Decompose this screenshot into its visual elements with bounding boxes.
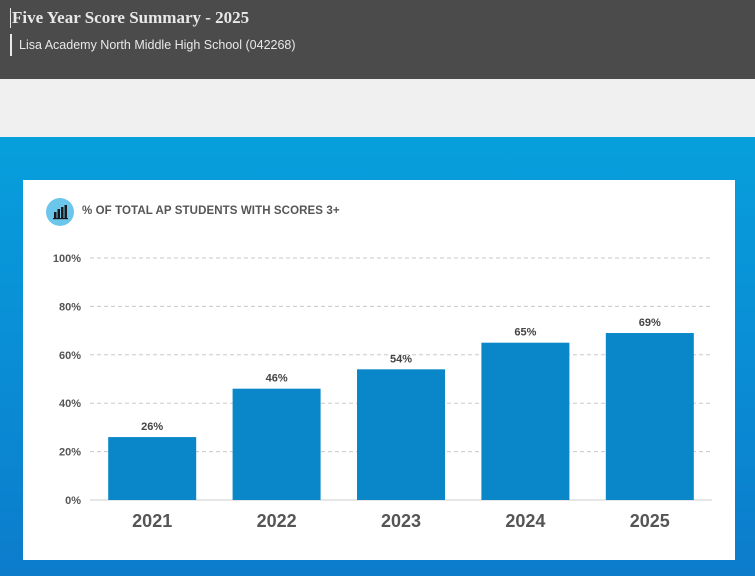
x-category-label-2025: 2025 [630, 511, 670, 531]
x-category-label-2022: 2022 [257, 511, 297, 531]
page-title: Five Year Score Summary - 2025 [10, 8, 250, 28]
page-header: Five Year Score Summary - 2025 Lisa Acad… [0, 0, 755, 79]
data-label-2021: 26% [141, 421, 163, 433]
y-tick-label: 80% [59, 301, 81, 313]
data-label-2024: 65% [514, 327, 536, 339]
bar-2025[interactable] [605, 333, 694, 500]
x-category-label-2021: 2021 [132, 511, 172, 531]
y-tick-label: 40% [59, 398, 81, 410]
x-category-label-2023: 2023 [381, 511, 421, 531]
data-label-2025: 69% [639, 317, 661, 329]
chart-title: % OF TOTAL AP STUDENTS WITH SCORES 3+ [82, 205, 340, 217]
data-label-2022: 46% [266, 373, 288, 385]
school-subtitle: Lisa Academy North Middle High School (0… [10, 34, 296, 56]
chart-card: % OF TOTAL AP STUDENTS WITH SCORES 3+ 0%… [23, 180, 735, 560]
spacer-band [0, 79, 755, 137]
data-label-2023: 54% [390, 353, 412, 365]
y-tick-label: 100% [53, 253, 81, 265]
bar-2024[interactable] [481, 342, 570, 500]
y-tick-label: 20% [59, 447, 81, 459]
bar-2022[interactable] [232, 388, 321, 500]
y-tick-label: 0% [65, 495, 81, 507]
bar-2023[interactable] [357, 369, 445, 500]
x-category-label-2024: 2024 [505, 511, 545, 531]
bar-chart-icon [46, 198, 74, 226]
bar-chart: 0% 20% 40% 60% 80% 100% 26% 2021 46% 2022 54% 2023 6… [53, 253, 712, 531]
y-tick-label: 60% [59, 350, 81, 362]
bar-2021[interactable] [108, 437, 197, 500]
